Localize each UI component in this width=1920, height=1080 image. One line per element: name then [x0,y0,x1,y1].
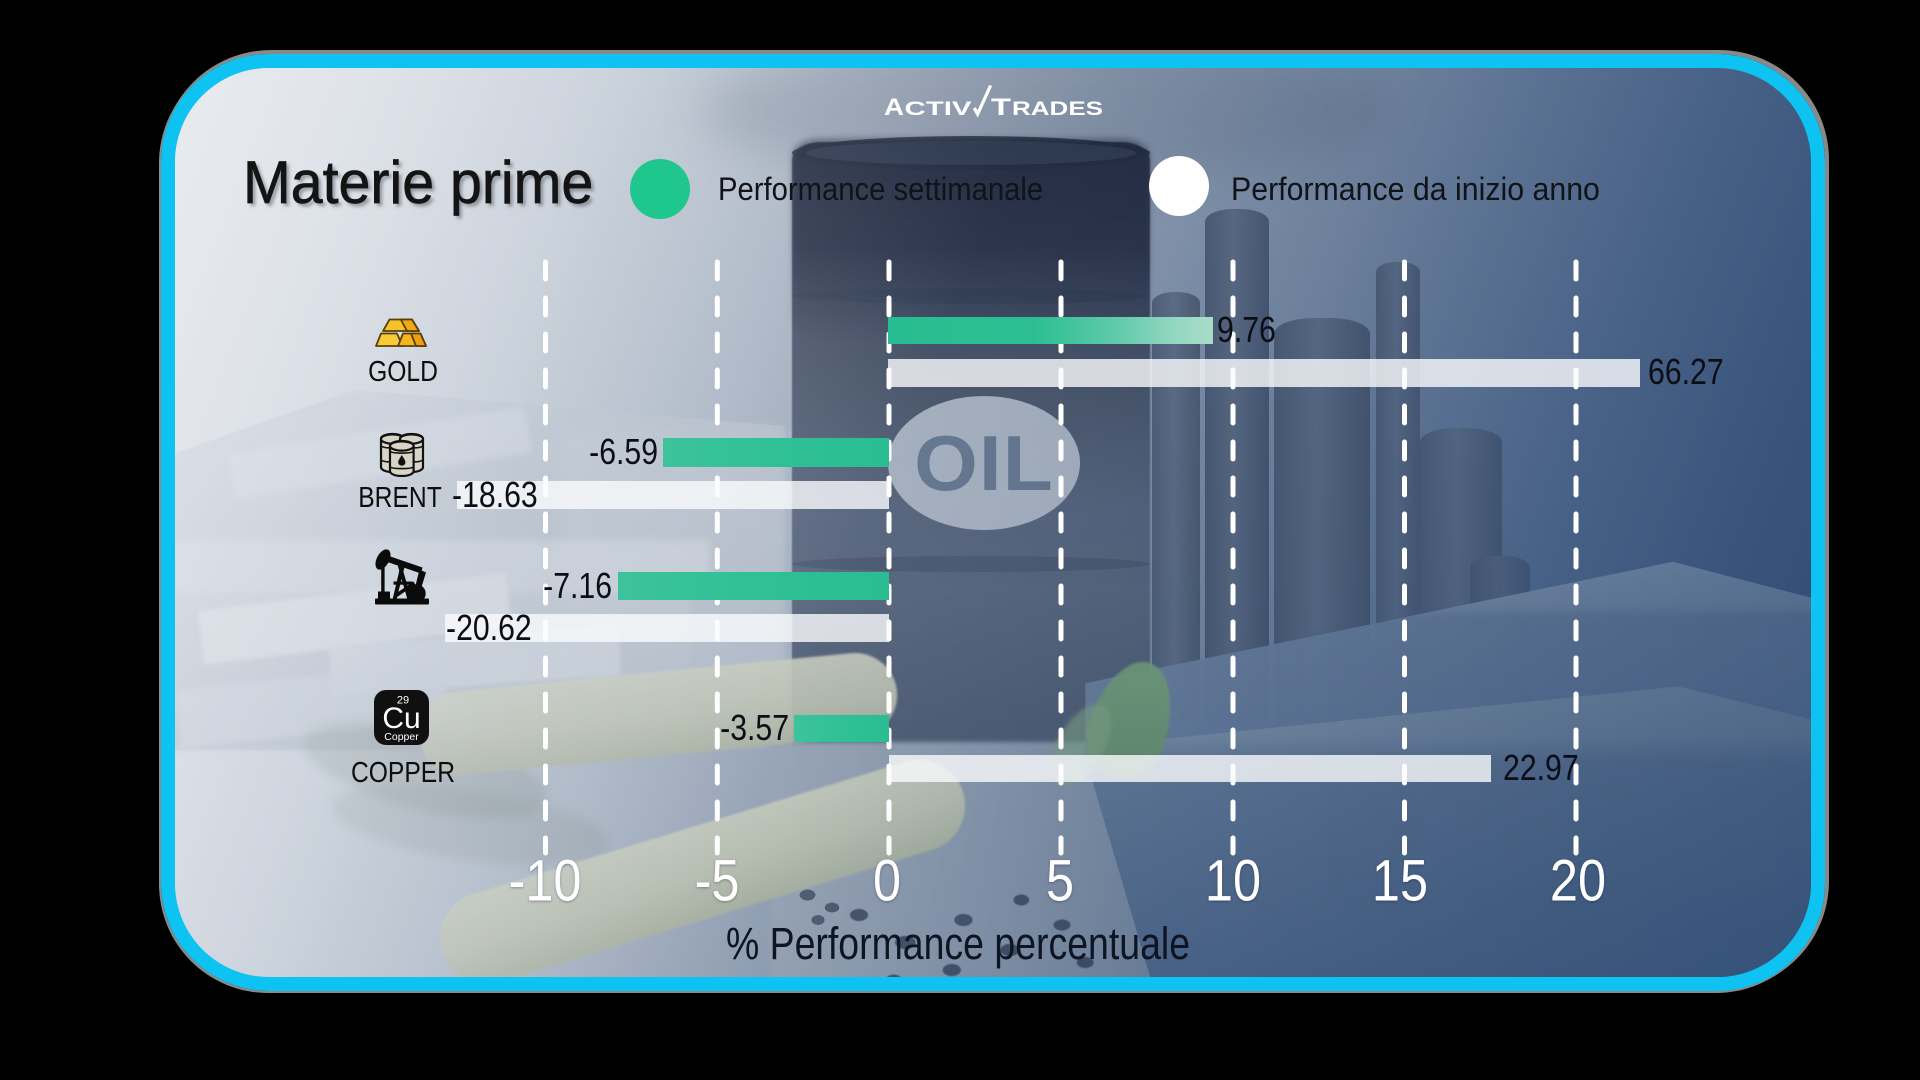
svg-text:Copper: Copper [384,731,419,743]
svg-text:T: T [991,94,1011,120]
svg-text:29: 29 [397,695,409,707]
svg-text:RADES: RADES [1012,99,1103,120]
svg-text:Cu: Cu [382,702,420,735]
svg-text:CTIV: CTIV [905,99,973,120]
svg-text:A: A [884,94,904,120]
